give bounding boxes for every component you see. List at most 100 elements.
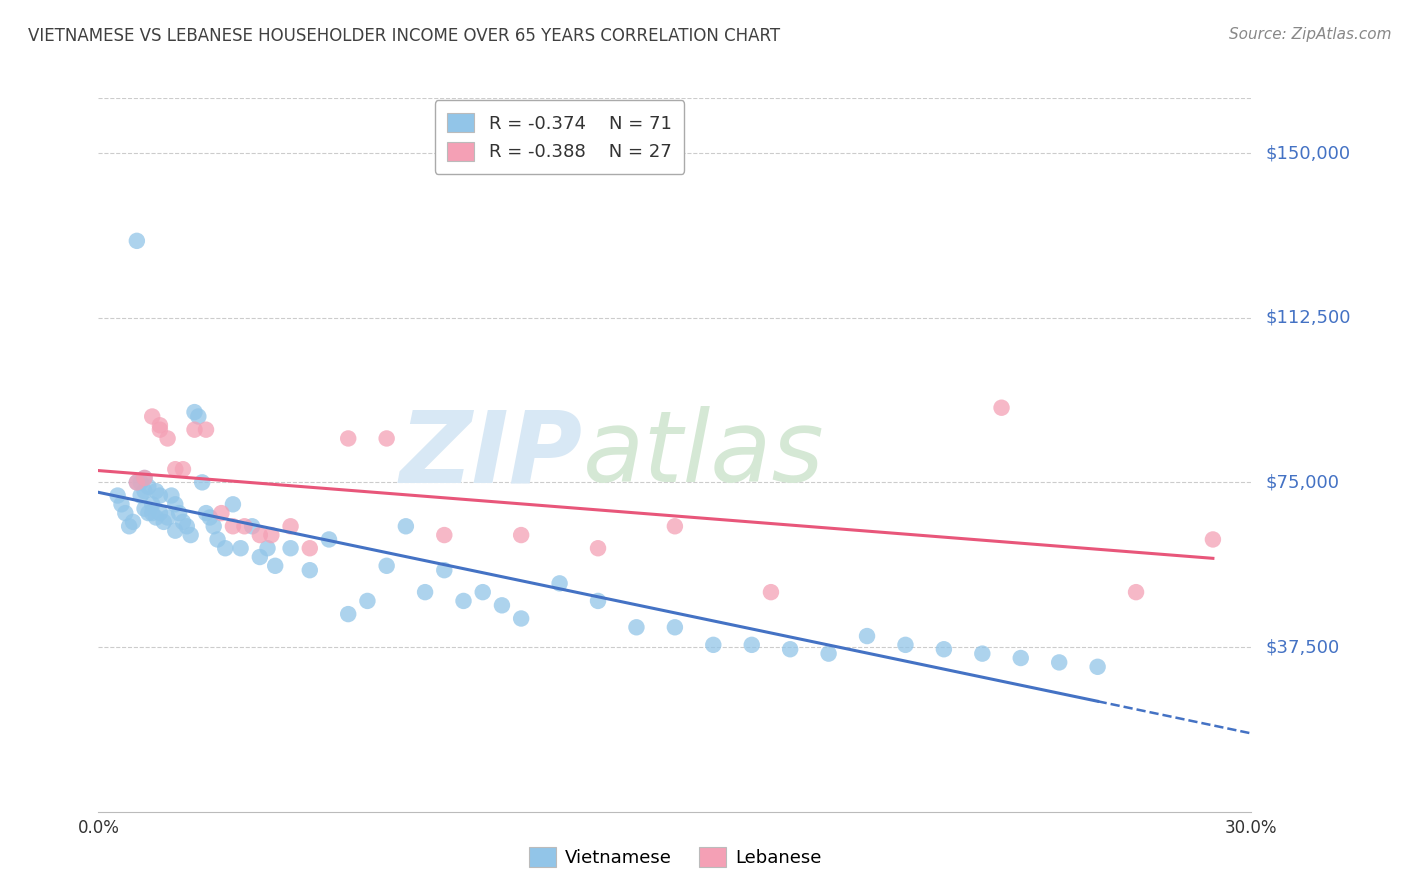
Point [1010, 651, 1032, 665]
Text: $37,500: $37,500 [1265, 638, 1340, 656]
Point [249, 528, 271, 542]
Text: VIETNAMESE VS LEBANESE HOUSEHOLDER INCOME OVER 65 YEARS CORRELATION CHART: VIETNAMESE VS LEBANESE HOUSEHOLDER INCOM… [28, 27, 780, 45]
Point [356, 594, 378, 608]
Point [375, 558, 398, 573]
Point [195, 506, 218, 520]
Point [191, 475, 214, 490]
Point [149, 489, 172, 503]
Point [156, 432, 179, 446]
Point [141, 409, 163, 424]
Point [187, 409, 209, 424]
Point [972, 647, 994, 661]
Point [202, 519, 225, 533]
Point [149, 506, 172, 520]
Point [433, 528, 456, 542]
Point [141, 506, 163, 520]
Point [134, 501, 156, 516]
Point [453, 594, 475, 608]
Point [222, 497, 245, 511]
Text: $150,000: $150,000 [1265, 144, 1350, 162]
Point [207, 533, 229, 547]
Point [990, 401, 1012, 415]
Point [779, 642, 801, 657]
Point [152, 515, 174, 529]
Point [264, 558, 287, 573]
Point [471, 585, 494, 599]
Point [214, 541, 236, 556]
Point [149, 418, 172, 433]
Point [125, 234, 148, 248]
Point [510, 611, 533, 625]
Legend: Vietnamese, Lebanese: Vietnamese, Lebanese [522, 839, 828, 874]
Point [664, 519, 686, 533]
Point [222, 519, 245, 533]
Point [894, 638, 917, 652]
Point [156, 510, 179, 524]
Point [125, 475, 148, 490]
Point [548, 576, 571, 591]
Point [183, 423, 205, 437]
Point [172, 462, 194, 476]
Text: $112,500: $112,500 [1265, 309, 1351, 326]
Point [183, 405, 205, 419]
Point [759, 585, 782, 599]
Point [165, 497, 187, 511]
Point [125, 475, 148, 490]
Point [145, 484, 167, 499]
Point [260, 528, 283, 542]
Point [195, 423, 218, 437]
Point [1202, 533, 1225, 547]
Point [229, 541, 252, 556]
Point [337, 607, 360, 621]
Point [491, 599, 513, 613]
Point [586, 541, 609, 556]
Point [510, 528, 533, 542]
Point [433, 563, 456, 577]
Point [702, 638, 724, 652]
Point [280, 519, 302, 533]
Point [209, 506, 232, 520]
Text: ZIP: ZIP [399, 407, 582, 503]
Point [1087, 660, 1109, 674]
Point [249, 549, 271, 564]
Point [138, 480, 160, 494]
Point [122, 515, 145, 529]
Point [165, 462, 187, 476]
Point [145, 510, 167, 524]
Text: $75,000: $75,000 [1265, 474, 1340, 491]
Point [198, 510, 221, 524]
Point [280, 541, 302, 556]
Point [856, 629, 879, 643]
Point [129, 475, 152, 490]
Point [141, 497, 163, 511]
Point [817, 647, 839, 661]
Point [318, 533, 340, 547]
Point [337, 432, 360, 446]
Point [298, 541, 321, 556]
Point [176, 519, 198, 533]
Point [160, 489, 183, 503]
Point [110, 497, 132, 511]
Point [256, 541, 278, 556]
Point [134, 471, 156, 485]
Point [233, 519, 256, 533]
Point [626, 620, 648, 634]
Point [129, 489, 152, 503]
Point [932, 642, 955, 657]
Point [664, 620, 686, 634]
Text: Source: ZipAtlas.com: Source: ZipAtlas.com [1229, 27, 1392, 42]
Point [1125, 585, 1147, 599]
Point [165, 524, 187, 538]
Text: atlas: atlas [582, 407, 824, 503]
Point [298, 563, 321, 577]
Point [741, 638, 763, 652]
Point [1047, 656, 1070, 670]
Point [149, 423, 172, 437]
Point [138, 506, 160, 520]
Point [167, 506, 190, 520]
Point [172, 515, 194, 529]
Point [395, 519, 418, 533]
Point [586, 594, 609, 608]
Point [118, 519, 141, 533]
Point [180, 528, 202, 542]
